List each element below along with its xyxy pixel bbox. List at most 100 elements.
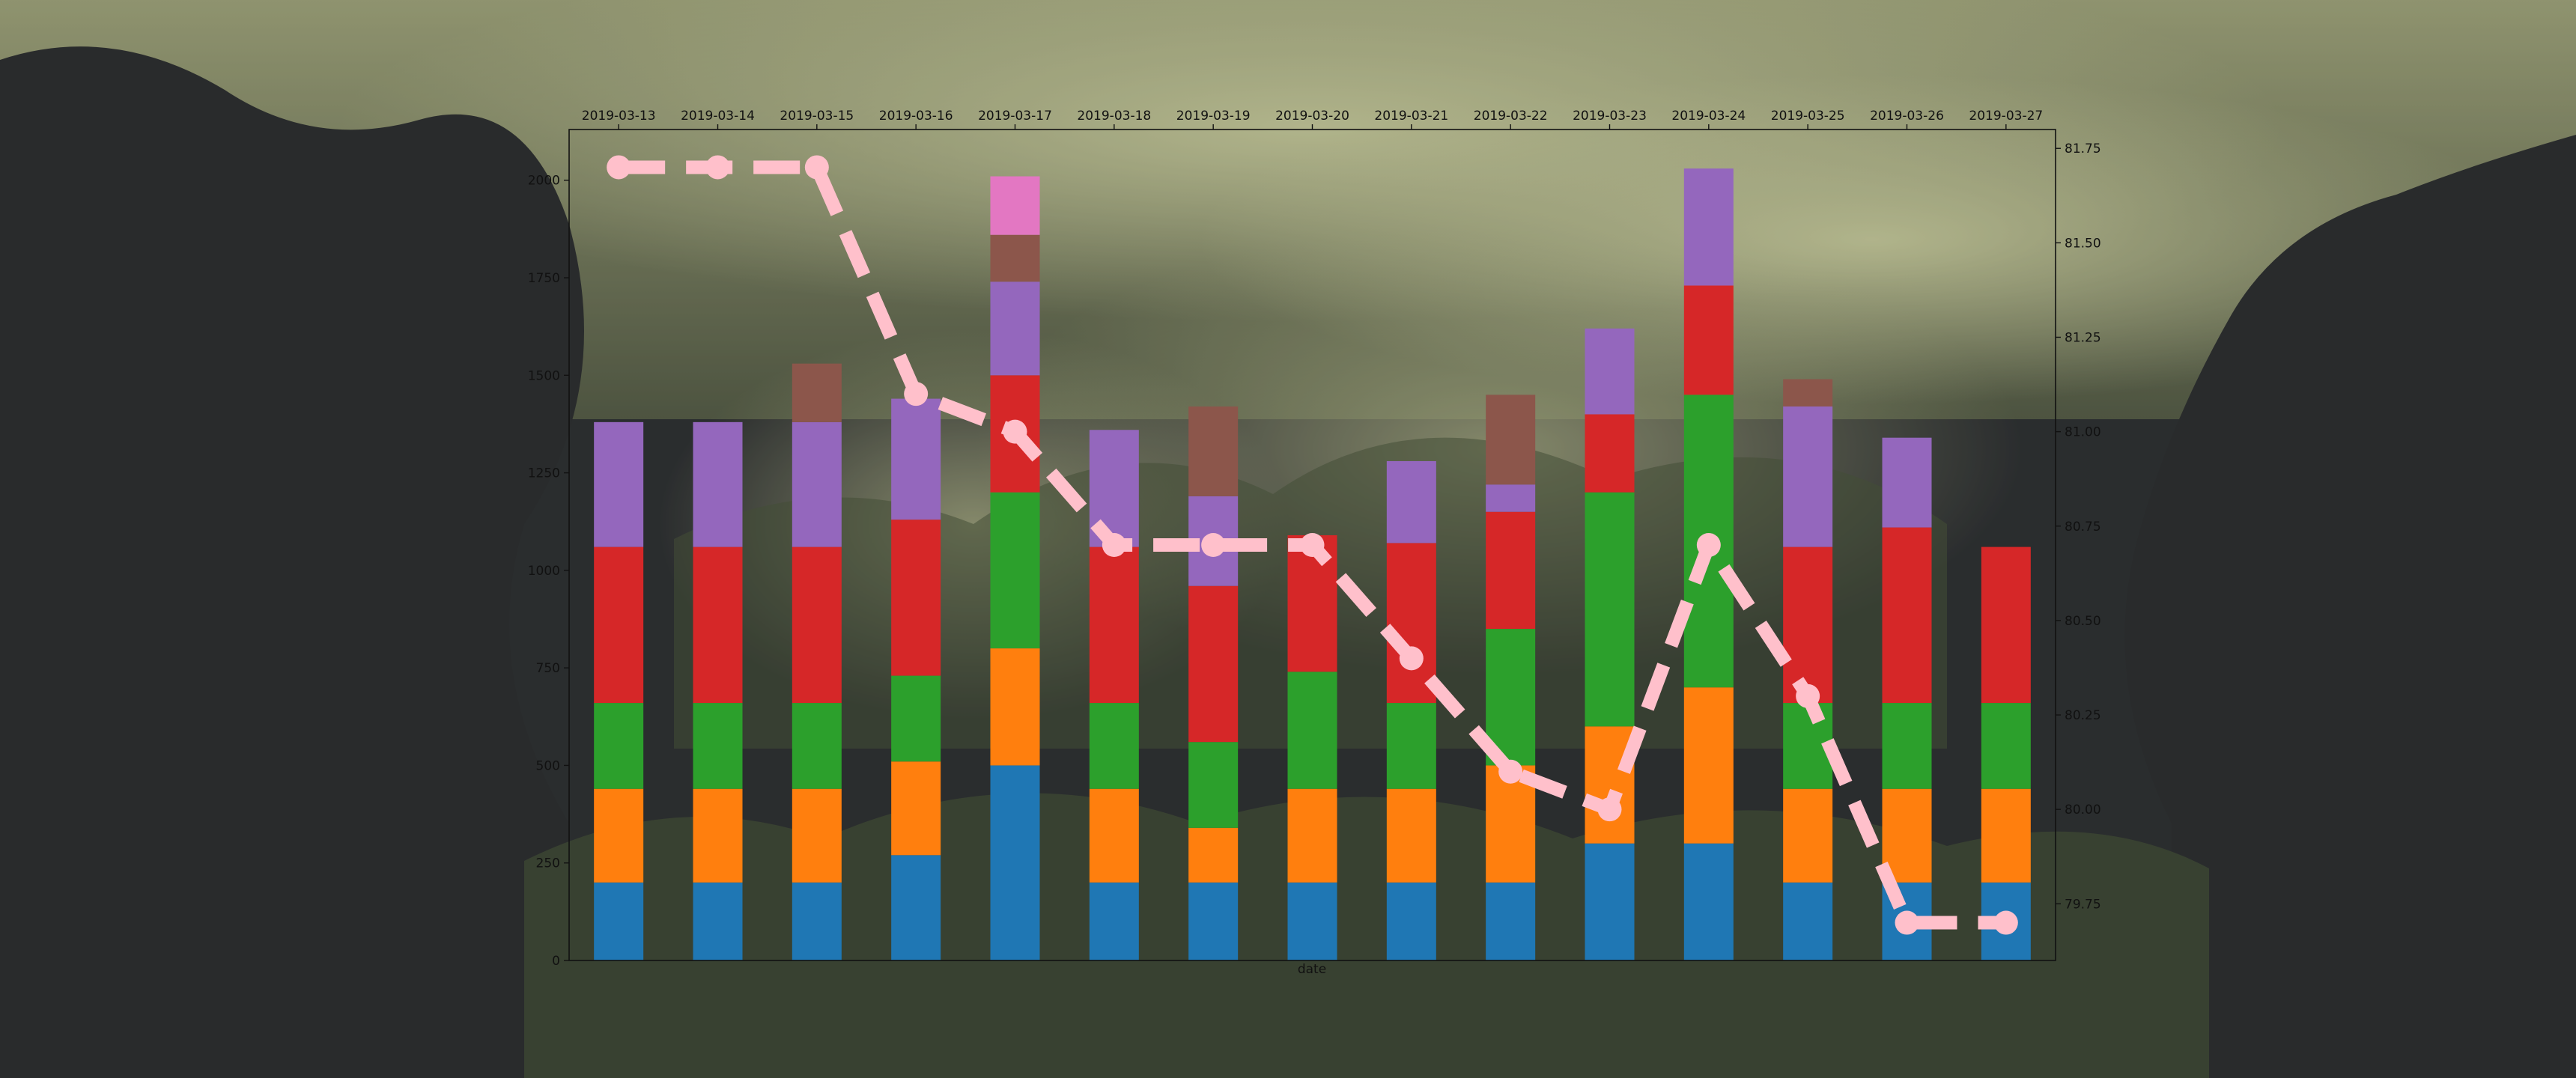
bar-segment-2019-03-27-s2 (1981, 703, 2031, 789)
y2-tick-label: 81.75 (2065, 141, 2101, 156)
y2-tick-label: 79.75 (2065, 897, 2101, 912)
bar-segment-2019-03-17-s4 (990, 281, 1040, 376)
bar-segment-2019-03-27-s3 (1981, 546, 2031, 704)
bar-segment-2019-03-15-s1 (792, 788, 842, 883)
bar-segment-2019-03-19-s0 (1188, 882, 1239, 960)
bar-segment-2019-03-14-s3 (693, 546, 743, 704)
y2-tick-label: 80.50 (2065, 614, 2101, 629)
line-point-2019-03-22 (1498, 759, 1523, 784)
y-tick-label: 1500 (528, 368, 560, 383)
line-point-2019-03-15 (804, 155, 829, 180)
bar-segment-2019-03-16-s2 (891, 675, 941, 762)
bar-segment-2019-03-14-s4 (693, 421, 743, 547)
bar-segment-2019-03-17-s5 (990, 234, 1040, 282)
bar-segment-2019-03-21-s4 (1386, 460, 1436, 543)
bar-segment-2019-03-14-s0 (693, 882, 743, 960)
bar-segment-2019-03-13-s1 (594, 788, 644, 883)
bar-segment-2019-03-15-s3 (792, 546, 842, 704)
bar-segment-2019-03-25-s1 (1783, 788, 1833, 883)
line-point-2019-03-17 (1003, 419, 1027, 444)
x-tick-label: 2019-03-15 (780, 109, 854, 124)
bar-segment-2019-03-23-s1 (1585, 726, 1635, 844)
bar-segment-2019-03-13-s0 (594, 882, 644, 960)
bar-segment-2019-03-25-s5 (1783, 379, 1833, 406)
secondary-line-series (607, 155, 2018, 935)
y-tick-label: 0 (552, 954, 560, 969)
y-tick-label: 250 (536, 856, 560, 871)
x-axis-title: date (1298, 962, 1326, 977)
bar-segment-2019-03-20-s0 (1287, 882, 1337, 960)
line-point-2019-03-21 (1399, 646, 1424, 671)
bar-segment-2019-03-19-s1 (1188, 827, 1239, 883)
bar-segment-2019-03-25-s0 (1783, 882, 1833, 960)
x-tick-label: 2019-03-24 (1671, 109, 1746, 124)
bar-segment-2019-03-21-s1 (1386, 788, 1436, 883)
bar-segment-2019-03-26-s2 (1882, 703, 1932, 789)
bar-segment-2019-03-24-s0 (1683, 843, 1734, 960)
bar-segment-2019-03-25-s4 (1783, 406, 1833, 547)
bar-segment-2019-03-17-s0 (990, 765, 1040, 960)
bar-segment-2019-03-26-s3 (1882, 527, 1932, 704)
x-tick-label: 2019-03-18 (1077, 109, 1151, 124)
x-tick-label: 2019-03-27 (1969, 109, 2043, 124)
bar-segment-2019-03-22-s0 (1486, 882, 1536, 960)
bar-segment-2019-03-23-s3 (1585, 414, 1635, 493)
bar-segment-2019-03-13-s4 (594, 421, 644, 547)
line-point-2019-03-23 (1597, 797, 1622, 822)
x-axis-top: 2019-03-13 2019-03-14 2019-03-15 2019-03-16… (582, 109, 2043, 130)
bar-segment-2019-03-27-s1 (1981, 788, 2031, 883)
line-point-2019-03-27 (1993, 910, 2018, 935)
bar-segment-2019-03-22-s5 (1486, 395, 1536, 485)
bar-segment-2019-03-25-s3 (1783, 546, 1833, 704)
bar-segment-2019-03-23-s4 (1585, 328, 1635, 415)
bar-segment-2019-03-16-s4 (891, 398, 941, 520)
bar-segment-2019-03-15-s2 (792, 703, 842, 789)
x-tick-label: 2019-03-17 (978, 109, 1052, 124)
y-tick-label: 1250 (528, 466, 560, 481)
y-tick-label: 500 (536, 758, 560, 773)
bar-segment-2019-03-26-s1 (1882, 788, 1932, 883)
bar-segment-2019-03-16-s0 (891, 855, 941, 960)
bar-segment-2019-03-22-s3 (1486, 511, 1536, 630)
bar-segment-2019-03-14-s1 (693, 788, 743, 883)
bar-segment-2019-03-21-s0 (1386, 882, 1436, 960)
bar-segment-2019-03-19-s5 (1188, 406, 1239, 496)
y-tick-label: 750 (536, 661, 560, 676)
line-point-2019-03-20 (1300, 533, 1325, 557)
bar-segment-2019-03-26-s4 (1882, 437, 1932, 528)
bar-segment-2019-03-16-s3 (891, 520, 941, 676)
bar-segment-2019-03-24-s1 (1683, 687, 1734, 844)
x-tick-label: 2019-03-19 (1176, 109, 1251, 124)
bar-segment-2019-03-17-s1 (990, 648, 1040, 766)
bar-segment-2019-03-18-s3 (1089, 546, 1139, 704)
y-tick-label: 2000 (528, 174, 560, 189)
bar-segment-2019-03-14-s2 (693, 703, 743, 789)
bar-segment-2019-03-21-s2 (1386, 703, 1436, 789)
bar-segment-2019-03-18-s1 (1089, 788, 1139, 883)
bar-segment-2019-03-24-s4 (1683, 168, 1734, 286)
x-tick-label: 2019-03-20 (1275, 109, 1349, 124)
bar-segment-2019-03-23-s0 (1585, 843, 1635, 960)
y2-tick-label: 80.75 (2065, 520, 2101, 535)
x-tick-label: 2019-03-25 (1771, 109, 1845, 124)
line-point-2019-03-25 (1796, 683, 1820, 708)
y2-tick-label: 80.00 (2065, 803, 2101, 817)
bar-segment-2019-03-23-s2 (1585, 492, 1635, 727)
line-point-2019-03-16 (904, 382, 929, 406)
y-axis-left: 0 250 500 750 1000 1250 1500 1750 2000 (528, 174, 569, 969)
bar-segment-2019-03-18-s2 (1089, 703, 1139, 789)
x-tick-label: 2019-03-23 (1573, 109, 1647, 124)
plot-area: 2019-03-13 2019-03-14 2019-03-15 2019-03-16… (528, 109, 2101, 977)
y2-tick-label: 81.00 (2065, 425, 2101, 440)
bar-segment-2019-03-17-s6 (990, 176, 1040, 235)
y-axis-right: 79.75 80.00 80.25 80.50 80.75 81.00 81.25 81.50… (2056, 141, 2101, 912)
line-point-2019-03-24 (1696, 533, 1721, 557)
x-tick-label: 2019-03-22 (1474, 109, 1548, 124)
line-point-2019-03-26 (1895, 910, 1919, 935)
x-tick-label: 2019-03-26 (1870, 109, 1944, 124)
bar-segment-2019-03-16-s1 (891, 761, 941, 856)
y2-tick-label: 81.50 (2065, 236, 2101, 251)
y-tick-label: 1000 (528, 564, 560, 579)
y2-tick-label: 81.25 (2065, 331, 2101, 346)
